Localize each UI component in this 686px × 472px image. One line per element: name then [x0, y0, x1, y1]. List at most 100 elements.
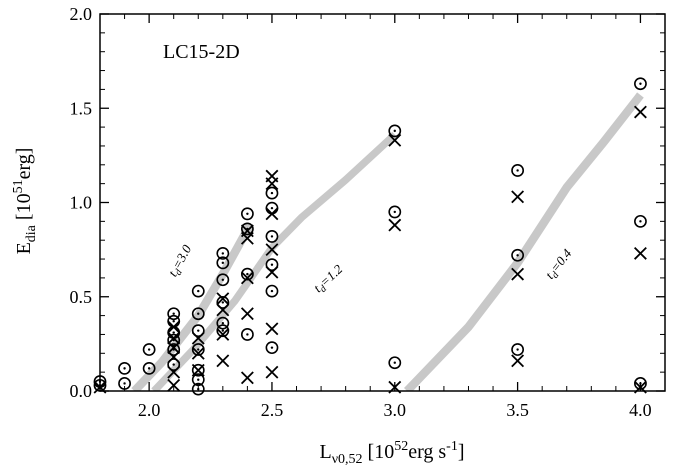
circle-point [191, 343, 205, 356]
band-label-sub: d [550, 269, 562, 281]
circle-point [142, 343, 156, 356]
band-label-sub: d [173, 267, 186, 278]
cross-point [388, 133, 402, 147]
circle-point [265, 201, 279, 215]
circle-point [388, 205, 402, 219]
band-label-rest: =3.0 [169, 242, 194, 272]
cross-point [240, 271, 254, 285]
x-tick-label: 3.0 [384, 400, 407, 420]
chart-title: LC15-2D [163, 41, 240, 63]
circle-point [167, 307, 181, 321]
cross-point [240, 307, 254, 321]
cross-point [167, 378, 181, 392]
circle-point [634, 77, 647, 91]
circle-point [216, 324, 230, 338]
circle-point [265, 230, 279, 243]
x-axis-title-sup: 52 [394, 439, 408, 454]
cross-point [216, 328, 230, 341]
cross-point [191, 331, 205, 345]
cross-point [511, 267, 525, 281]
circle-point [118, 361, 131, 375]
y-tick-label: 2.0 [70, 4, 93, 24]
circle-point [511, 164, 525, 177]
cross-point [240, 371, 254, 385]
circle-point [388, 124, 402, 138]
cross-point [191, 346, 205, 360]
cross-point [240, 231, 254, 245]
x-axis-title: Lν0,52 [1052erg s-1] [319, 439, 464, 467]
y-axis-title: Edia [1051erg] [11, 148, 39, 255]
circle-point [240, 207, 254, 221]
circle-point [216, 296, 230, 309]
circle-point [191, 284, 205, 298]
circle-point [216, 273, 230, 287]
band-3 [403, 92, 644, 391]
circle-point [191, 307, 205, 321]
cross-point [216, 303, 230, 317]
cross-point [265, 322, 279, 336]
circle-point [511, 248, 525, 262]
circle-point [265, 186, 279, 200]
y-axis-title-sub: dia [24, 224, 39, 242]
x-tick-label: 3.5 [506, 400, 529, 420]
circle-point [240, 328, 254, 341]
x-axis-title-sup2: -1 [446, 439, 458, 454]
cross-point [167, 320, 181, 334]
cross-point [265, 365, 279, 379]
circle-point [240, 267, 254, 281]
y-axis-title-sup: 51 [11, 179, 26, 193]
circle-point [216, 316, 230, 330]
cross-point [511, 354, 525, 368]
points-layer [93, 77, 647, 396]
bands-layer [131, 92, 644, 391]
x-axis-title-tail: erg s [408, 441, 446, 463]
circle-point [216, 246, 230, 260]
cross-point [216, 354, 230, 368]
circle-point [216, 256, 230, 270]
band-label-sub: d [318, 283, 330, 295]
cross-point [167, 331, 181, 345]
cross-point [216, 292, 230, 306]
x-tick-label: 2.5 [261, 400, 284, 420]
band-label-2: td=1.2 [310, 261, 347, 297]
band-label-1: td=3.0 [165, 242, 197, 281]
circle-point [191, 373, 205, 387]
circle-point [388, 356, 402, 370]
y-axis-title-main: E [13, 242, 35, 254]
x-axis-title-close: ] [458, 441, 465, 463]
x-tick-label: 2.0 [138, 400, 161, 420]
circle-point [167, 314, 181, 328]
bands-clip-group [131, 92, 644, 391]
y-tick-label: 1.0 [70, 193, 93, 213]
circle-point [265, 258, 279, 272]
cross-point [511, 190, 525, 204]
circle-point [511, 343, 525, 356]
y-tick-label: 1.5 [70, 98, 93, 118]
y-tick-label: 0.0 [70, 381, 93, 401]
circle-point [142, 361, 156, 375]
cross-point [633, 105, 647, 119]
cross-point [167, 365, 181, 379]
circle-point [191, 324, 205, 338]
cross-point [167, 350, 181, 364]
ticks-layer: 2.0 2.5 3.0 3.5 4.0 0.0 0.5 1.0 1.5 2.0 [70, 4, 666, 420]
cross-point [265, 177, 279, 191]
circle-point [167, 358, 181, 372]
band-label-3: td=0.4 [542, 246, 577, 284]
cross-point [633, 246, 647, 260]
cross-point [388, 218, 402, 232]
circle-point [265, 341, 279, 355]
y-axis-title-tail: erg] [13, 148, 35, 180]
cross-point [265, 243, 279, 257]
cross-point [167, 341, 181, 355]
cross-point [191, 363, 205, 377]
band-label-main: t [165, 268, 180, 279]
cross-point [265, 207, 279, 221]
circle-point [265, 284, 279, 298]
y-tick-label: 0.5 [70, 287, 93, 307]
x-axis-title-main: L [319, 441, 331, 463]
x-axis-title-rest: [10 [363, 441, 395, 463]
cross-point [265, 265, 279, 279]
x-tick-label: 4.0 [629, 400, 652, 420]
